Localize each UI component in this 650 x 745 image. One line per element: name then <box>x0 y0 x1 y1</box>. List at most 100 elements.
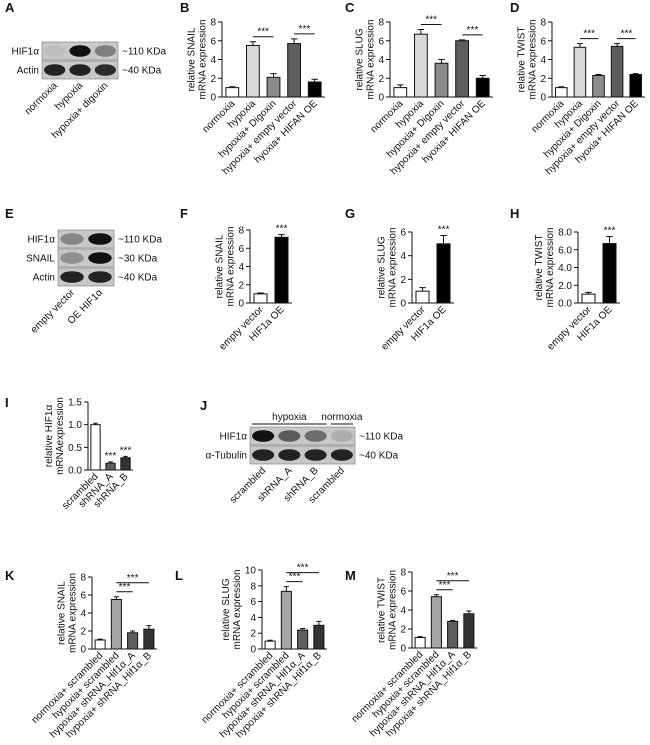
bar <box>266 76 281 98</box>
blot-band <box>44 45 66 57</box>
y-tick-label: 0.0 <box>558 299 572 310</box>
blot-row-label: HIF1α <box>12 47 40 58</box>
blot-size-label: ~40 KDa <box>359 451 399 462</box>
blot-row-label: Actin <box>17 66 39 77</box>
y-axis-label: relative TWIST <box>534 235 545 301</box>
y-tick-label: 6 <box>210 36 216 47</box>
blot-band <box>304 449 327 461</box>
y-tick-label: 8 <box>238 226 244 237</box>
y-axis-label: mRNA expression <box>387 227 398 307</box>
blot-band <box>330 449 353 461</box>
bar <box>430 596 442 649</box>
y-axis-label: mRNA expression <box>232 569 243 649</box>
bar <box>297 629 309 650</box>
y-axis-label: relative TWIST <box>516 27 527 93</box>
y-tick-label: 4.0 <box>558 263 572 274</box>
bar <box>287 43 301 98</box>
error-bar <box>283 586 289 592</box>
y-axis-label: mRNA expression <box>225 226 236 306</box>
error-bar <box>450 619 456 622</box>
error-bar <box>123 455 128 458</box>
significance: *** <box>299 24 311 35</box>
y-tick-label: 0 <box>238 299 244 310</box>
panel-letter: J <box>200 398 207 413</box>
error-bar <box>130 630 136 633</box>
y-tick-label: 0 <box>400 299 406 310</box>
blot-band <box>278 430 301 442</box>
y-tick-label: 10 <box>245 566 257 577</box>
bar <box>120 457 131 471</box>
blot-band <box>60 233 84 245</box>
error-bar <box>606 235 613 244</box>
bar <box>436 243 451 304</box>
blot-row-label: α-Tubulin <box>205 451 247 462</box>
error-bar <box>614 43 620 47</box>
blot-row-label: HIF1α <box>28 235 56 246</box>
blot-band <box>88 271 112 283</box>
bar <box>573 46 587 98</box>
error-bar <box>632 73 639 75</box>
y-tick-label: 2 <box>540 74 546 85</box>
panel-letter: D <box>510 0 519 15</box>
blot-band <box>88 252 112 264</box>
bar <box>280 590 292 650</box>
significance: *** <box>604 225 616 236</box>
error-bar <box>419 287 426 292</box>
bar <box>475 77 490 98</box>
blot-band <box>252 430 275 442</box>
panel-letter: M <box>345 568 356 583</box>
y-tick-label: 8 <box>540 18 546 29</box>
error-bar <box>577 43 583 48</box>
error-bar <box>417 29 425 35</box>
significance: *** <box>583 29 595 40</box>
y-tick-label: 4 <box>80 609 86 620</box>
bar <box>94 639 106 650</box>
error-bar <box>146 625 152 630</box>
panel-letter: H <box>510 206 519 221</box>
bar <box>110 599 122 650</box>
panel-letter: I <box>5 395 9 410</box>
y-axis-label: mRNAexpression <box>55 397 66 475</box>
y-tick-label: 0.0 <box>68 466 82 477</box>
error-bar <box>558 86 565 88</box>
y-tick-label: 2 <box>210 74 216 85</box>
blot-band <box>69 64 91 76</box>
error-bar <box>249 41 257 46</box>
y-tick-label: 1.0 <box>68 420 82 431</box>
significance: *** <box>127 573 139 584</box>
panel-letter: F <box>180 206 188 221</box>
significance: *** <box>447 571 459 582</box>
y-axis-label: mRNA expression <box>365 19 376 99</box>
panel-letter: L <box>175 568 183 583</box>
significance: *** <box>425 15 437 26</box>
bar <box>253 293 268 304</box>
significance: *** <box>438 225 450 236</box>
y-tick-label: 8.0 <box>558 228 572 239</box>
error-bar <box>113 596 119 600</box>
bar <box>414 33 428 98</box>
y-tick-label: 0 <box>400 644 406 655</box>
y-tick-label: 0.5 <box>68 443 82 454</box>
y-tick-label: 2 <box>378 74 384 85</box>
panel-letter: C <box>345 0 355 15</box>
significance: *** <box>621 29 633 40</box>
panel-letter: A <box>5 0 15 15</box>
bar <box>105 462 116 471</box>
error-bar <box>585 291 592 295</box>
blot-size-label: ~110 KDa <box>122 47 166 58</box>
y-tick-label: 2.0 <box>558 281 572 292</box>
error-bar <box>433 594 439 597</box>
y-tick-label: 2 <box>80 627 86 638</box>
bar <box>610 45 624 98</box>
bar <box>143 628 155 650</box>
y-axis-label: relative SNAIL <box>186 27 197 91</box>
y-tick-label: 0 <box>378 93 384 104</box>
error-bar <box>595 74 602 76</box>
y-axis-label: mRNA expression <box>545 227 556 307</box>
y-tick-label: 0 <box>250 645 256 656</box>
significance: *** <box>120 445 132 456</box>
y-tick-label: 8 <box>210 18 216 29</box>
error-bar <box>300 627 306 631</box>
blot-band <box>304 430 327 442</box>
panel-letter: B <box>180 0 189 15</box>
